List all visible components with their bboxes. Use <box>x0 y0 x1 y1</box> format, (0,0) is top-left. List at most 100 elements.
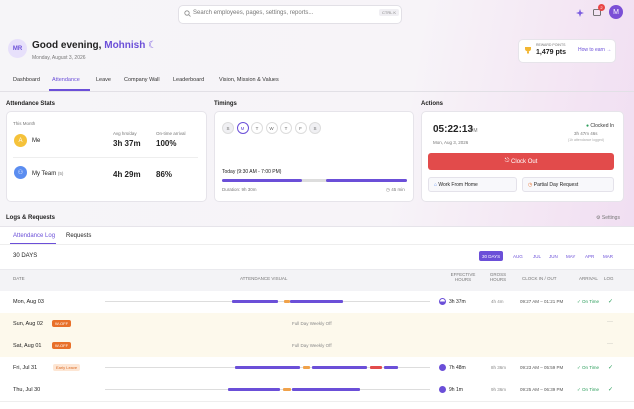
user-name: Mohnish <box>104 40 146 51</box>
clock-ampm: PM <box>470 128 478 134</box>
logged-note: (1h attendance logged) <box>568 138 604 142</box>
row-tag: Early Leave <box>53 364 81 371</box>
range-label: 30 DAYS <box>13 253 38 259</box>
filter-chip[interactable]: JUN <box>549 253 558 259</box>
profile-avatar: MR <box>8 39 27 58</box>
filter-chip[interactable]: MAR <box>603 253 613 259</box>
nav-tab[interactable]: Attendance <box>52 77 80 83</box>
timeline-segment <box>312 366 367 369</box>
row-date: Thu, Jul 30 <box>13 387 41 393</box>
team-count: (5) <box>57 171 64 176</box>
partial-icon: ◷ <box>528 181 534 188</box>
row-date: Fri, Jul 31 <box>13 365 38 371</box>
day-chip[interactable]: T <box>251 122 263 134</box>
nav-tab[interactable]: Dashboard <box>13 77 40 83</box>
day-chip[interactable]: S <box>309 122 321 134</box>
partial-label: Partial Day Request <box>533 181 579 188</box>
row-date: Mon, Aug 03 <box>13 299 44 305</box>
log-tab-underline <box>10 243 56 244</box>
row-clock: 09:25 AM – 06:39 PM <box>520 387 564 392</box>
column-header: ATTENDANCE VISUAL <box>240 276 288 281</box>
header-date: Monday, August 3, 2026 <box>32 55 86 61</box>
stats-period: This Month <box>13 121 36 126</box>
row-log-check: ✓ <box>608 299 614 305</box>
row-log-check: ✓ <box>608 387 614 393</box>
tab-divider <box>0 91 634 92</box>
search-icon <box>184 10 191 17</box>
day-chip[interactable]: S <box>222 122 234 134</box>
timeline-segment <box>235 366 300 369</box>
status-text: Clocked In <box>590 123 615 129</box>
timeline-segment <box>284 300 290 303</box>
day-chip[interactable]: M <box>236 122 249 134</box>
partial-day-button[interactable]: ◷ Partial Day Request <box>522 177 614 192</box>
greeting: Good evening, Mohnish ☾ <box>32 40 157 51</box>
section-title: Logs & Requests <box>6 215 56 221</box>
clock-date: Mon, Aug 3, 2026 <box>433 140 469 145</box>
timeline-segment <box>370 366 382 369</box>
nav-tab[interactable]: Company Wall <box>124 77 160 83</box>
hours-icon <box>439 364 446 371</box>
day-chip[interactable]: F <box>294 122 307 134</box>
notification-badge: 2 <box>598 4 605 11</box>
sparkle-icon[interactable] <box>575 8 585 18</box>
stat-name: My Team (5) <box>32 171 63 177</box>
team-name: My Team <box>32 171 57 177</box>
arrival-text: On Time <box>582 387 600 392</box>
stat-avg: 4h 29m <box>113 170 141 179</box>
nav-tab[interactable]: Leave <box>96 77 111 83</box>
hours-icon <box>439 386 446 393</box>
wfh-icon: ⌂ <box>434 181 439 188</box>
clock-out-button[interactable]: ⎋ Clock Out <box>428 153 614 170</box>
wfh-label: Work From Home <box>438 181 478 188</box>
filter-chip[interactable]: 30 DAYS <box>479 251 504 261</box>
settings-link[interactable]: ⚙ Settings <box>596 215 620 221</box>
stat-on-time: 86% <box>156 170 173 179</box>
log-tab[interactable]: Requests <box>66 233 92 239</box>
stat-name: Me <box>32 138 41 144</box>
stats-panel <box>6 111 207 202</box>
rewards-link[interactable]: How to earn → <box>578 47 612 53</box>
filter-chip[interactable]: MAY <box>566 253 576 259</box>
timeline-segment <box>232 300 278 303</box>
shift-bar <box>222 179 407 182</box>
timeline-segment <box>283 388 291 391</box>
rewards-card <box>518 39 616 63</box>
user-avatar[interactable]: M <box>609 5 623 19</box>
section-title: Timings <box>214 101 237 107</box>
rewards-label: REWARD POINTS <box>536 43 566 47</box>
filter-chip[interactable]: APR <box>585 253 595 259</box>
day-chip[interactable]: T <box>280 122 292 134</box>
team-icon: ⚇ <box>14 166 27 179</box>
timeline-segment <box>228 388 280 391</box>
row-log-check: ✓ <box>608 365 614 371</box>
row-effective: 7h 48m <box>449 365 466 371</box>
stat-on-time: 100% <box>156 139 177 148</box>
column-header: DATE <box>13 276 25 281</box>
search-box[interactable] <box>178 5 402 24</box>
nav-tab-underline <box>49 89 90 91</box>
timeline-segment <box>290 300 343 303</box>
notification-icon[interactable] <box>592 8 602 18</box>
day-chip[interactable]: W <box>265 122 278 134</box>
column-label: Avg hrs/day <box>113 131 137 136</box>
nav-tab[interactable]: Leaderboard <box>173 77 205 83</box>
filter-chip[interactable]: JUL <box>533 253 542 259</box>
elapsed: 3h 47m 46s <box>574 131 598 136</box>
section-title: Actions <box>421 101 444 107</box>
log-tab-active[interactable]: Attendance Log <box>13 233 56 239</box>
row-gross: 9h 36m <box>491 387 507 392</box>
today-hours: Today (9:30 AM - 7:00 PM) <box>222 169 282 175</box>
hours-icon <box>439 298 446 305</box>
row-gross: 4h 4m <box>491 299 504 304</box>
divider <box>0 244 634 245</box>
wfh-button[interactable]: ⌂ Work From Home <box>428 177 517 192</box>
filter-chip[interactable]: AUG <box>513 253 523 259</box>
duration: Duration: 9h 30m <box>222 187 257 192</box>
break-time: ◷ 45 min <box>386 187 405 192</box>
trophy-icon <box>525 47 531 54</box>
divider <box>13 157 198 158</box>
nav-tab[interactable]: Vision, Mission & Values <box>219 77 279 83</box>
row-note: Full Day Weekly Off <box>292 321 332 326</box>
clock-status: ● Clocked In <box>586 123 615 129</box>
